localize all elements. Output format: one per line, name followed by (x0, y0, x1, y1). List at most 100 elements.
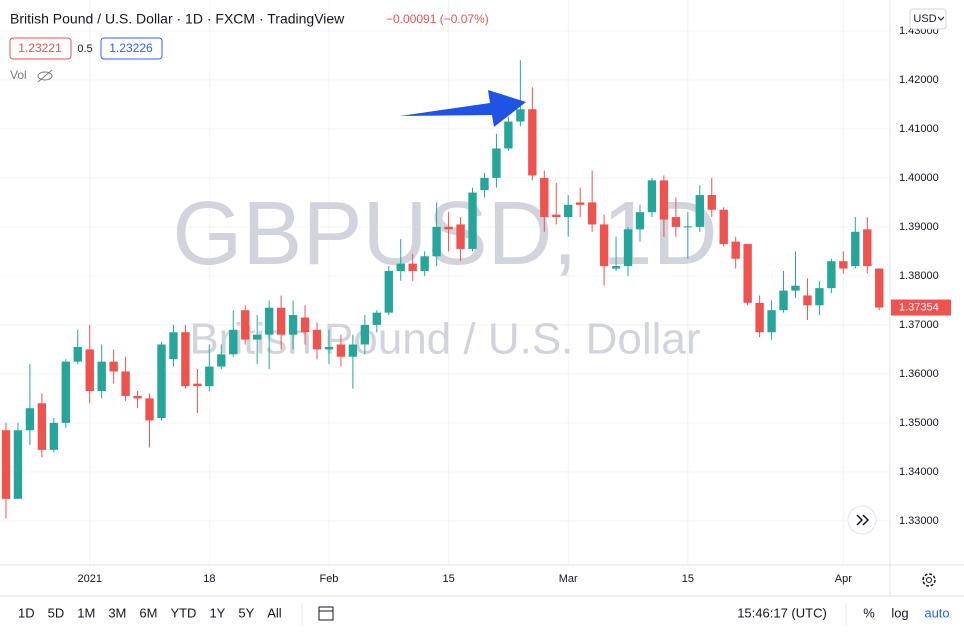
settings-icon[interactable] (922, 573, 936, 587)
currency-button[interactable] (909, 8, 947, 30)
candle-body (300, 317, 310, 333)
y-tick-label: 1.37000 (899, 319, 939, 331)
candle-body (839, 261, 848, 269)
candle-body (803, 295, 812, 306)
watermark: GBPUSD, 1D (172, 184, 717, 284)
candle-body (205, 366, 214, 387)
candle-body (396, 263, 405, 271)
range-button[interactable]: 3M (108, 605, 126, 620)
candle-body (492, 148, 501, 178)
candle-body (827, 261, 836, 289)
candle-body (372, 312, 382, 325)
range-button[interactable]: 5Y (238, 605, 254, 620)
currency[interactable]: USD (913, 13, 936, 25)
candle-body (599, 224, 609, 267)
x-tick-label: 15 (682, 573, 694, 585)
candle-body (25, 408, 35, 431)
candle-body (683, 226, 693, 228)
x-tick-label: Mar (559, 573, 578, 585)
candle-body (504, 121, 513, 149)
y-tick-label: 1.42000 (899, 74, 939, 86)
candle-body (743, 244, 752, 303)
candle-body (324, 346, 334, 350)
log-toggle[interactable]: log (891, 605, 908, 620)
candle-body (767, 310, 776, 333)
candle-body (564, 204, 573, 218)
sell-price[interactable]: 1.23221 (18, 41, 62, 55)
candle-body (755, 302, 764, 333)
candle-body (528, 109, 537, 176)
hide-volume-icon[interactable] (37, 69, 53, 83)
auto-toggle[interactable]: auto (924, 605, 949, 620)
candle-body (253, 334, 262, 340)
candle-body (121, 371, 130, 396)
candle-body (264, 307, 274, 335)
candle-body (37, 403, 47, 450)
candle-body (851, 231, 860, 267)
candle-body (671, 217, 681, 227)
y-tick-label: 1.36000 (899, 368, 939, 380)
candle-body (133, 395, 142, 399)
candle-body (635, 212, 645, 230)
candle-body (109, 361, 118, 372)
range-button[interactable]: 6M (139, 605, 157, 620)
candle-body (719, 209, 728, 245)
candle-body (456, 224, 465, 249)
range-button[interactable]: YTD (170, 605, 196, 620)
y-tick-label: 1.35000 (899, 417, 939, 429)
candle-body (815, 288, 824, 306)
chart-title: British Pound / U.S. Dollar · 1D · FXCM … (10, 11, 345, 27)
range-button[interactable]: 5D (48, 605, 65, 620)
candle-body (432, 226, 441, 257)
candle-body (97, 361, 106, 392)
candle-body (229, 329, 238, 355)
candle-body (408, 263, 417, 271)
candle-body (552, 214, 561, 218)
candle-body (13, 430, 23, 499)
candle-body (336, 344, 346, 357)
range-button[interactable]: 1Y (209, 605, 225, 620)
y-tick-label: 1.41000 (899, 123, 939, 135)
price-change: −0.00091 (−0.07%) (386, 12, 489, 26)
candle-body (791, 285, 800, 291)
currency-caret (937, 16, 945, 21)
y-tick-label: 1.34000 (899, 466, 939, 478)
candle-body (875, 268, 884, 308)
candle-body (587, 202, 597, 225)
buy-price[interactable]: 1.23226 (109, 41, 153, 55)
candle-body (779, 290, 788, 311)
x-tick-label: 18 (203, 573, 215, 585)
candle-body (575, 202, 585, 205)
candle-body (480, 177, 489, 191)
candle-body (444, 226, 453, 230)
candle-body (85, 349, 94, 392)
range-button[interactable]: 1D (18, 605, 35, 620)
candle-body (360, 324, 370, 345)
scroll-right-button[interactable] (847, 505, 877, 535)
range-button[interactable]: 1M (77, 605, 95, 620)
date-range-icon[interactable] (318, 606, 334, 621)
y-tick-label: 1.39000 (899, 221, 939, 233)
watermark-subtitle: British Pound / U.S. Dollar (189, 315, 700, 364)
range-button[interactable]: All (267, 605, 282, 620)
percent-toggle[interactable]: % (863, 605, 875, 620)
candle-body (61, 361, 70, 423)
sell-button[interactable] (9, 37, 72, 60)
y-tick-label: 1.33000 (899, 515, 939, 527)
candle-body (611, 266, 621, 269)
candle-body (516, 109, 525, 122)
volume-label: Vol (10, 68, 27, 82)
candle-body (1, 430, 11, 499)
candle-body (647, 180, 657, 213)
y-tick-label: 1.38000 (899, 270, 939, 282)
x-tick-label: 2021 (77, 573, 101, 585)
candle-body (384, 270, 393, 313)
candle-body (695, 195, 704, 227)
candle-body (145, 398, 154, 421)
buy-button[interactable] (100, 37, 163, 60)
last-price-label: 1.37354 (899, 301, 939, 313)
x-tick-label: 15 (442, 573, 454, 585)
spread: 0.5 (77, 43, 92, 55)
candle-body (288, 315, 298, 335)
